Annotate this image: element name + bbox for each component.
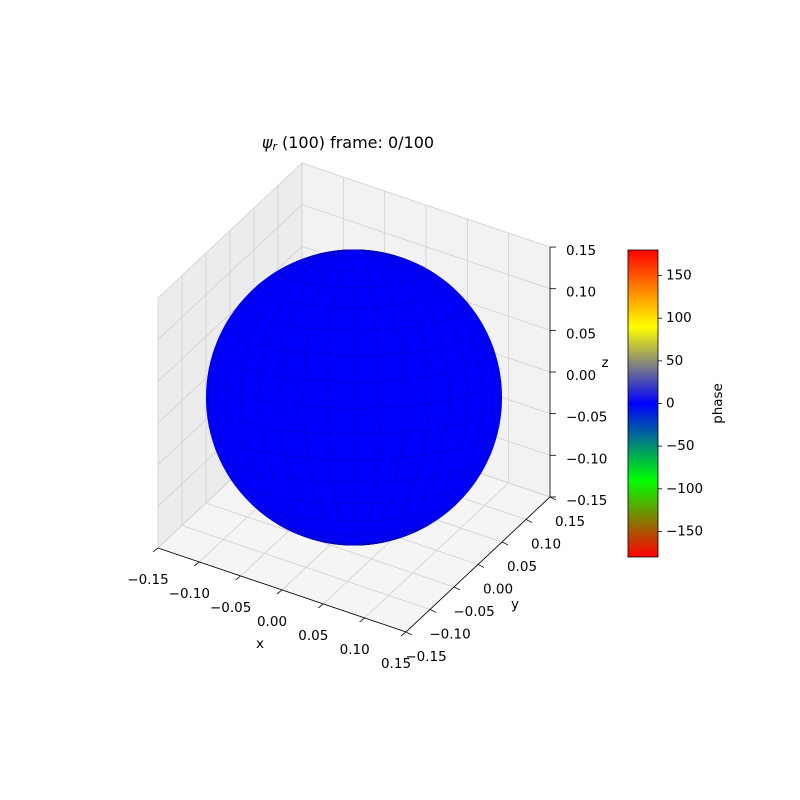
z-tick-label: 0.00 <box>566 368 596 384</box>
axis-line <box>405 496 551 633</box>
mesh-parallel <box>214 448 494 484</box>
colorbar-tick-label: −150 <box>666 523 703 539</box>
colorbar-label: phase <box>710 383 726 424</box>
tick-mark <box>400 631 407 637</box>
chart-title: ψr (100) frame: 0/100 <box>262 133 434 154</box>
grid-line <box>301 204 551 290</box>
colorbar <box>627 249 659 558</box>
colorbar-tick-label: −100 <box>666 481 703 497</box>
mesh-meridian <box>303 249 405 546</box>
x-tick-label: 0.15 <box>381 656 411 672</box>
colorbar-tick-label: 0 <box>666 396 675 412</box>
y-tick-label: 0.05 <box>507 559 537 575</box>
y-tick-label: 0.15 <box>555 514 585 530</box>
mesh-meridian <box>279 249 429 546</box>
grid-line <box>205 502 455 588</box>
tick-mark <box>453 586 461 591</box>
tick-mark <box>525 519 533 523</box>
grid-line <box>157 162 303 299</box>
y-axis-label: y <box>511 596 519 612</box>
mesh-parallel <box>327 251 381 259</box>
tick-mark <box>405 631 413 636</box>
mesh-parallel <box>279 269 429 289</box>
mesh-parallel <box>303 258 405 272</box>
tick-mark <box>549 496 557 501</box>
tick-mark <box>152 547 159 553</box>
title-subscript: r <box>272 140 278 153</box>
mesh-parallel <box>225 323 483 356</box>
tick-mark <box>501 541 509 546</box>
grid-line <box>181 525 431 610</box>
tick-mark <box>194 561 200 567</box>
mesh-meridian <box>327 249 381 546</box>
colorbar-tick-label: 100 <box>666 310 692 326</box>
x-tick-label: −0.10 <box>169 586 210 602</box>
mesh-parallel <box>207 371 501 409</box>
mesh-meridian <box>207 249 501 546</box>
tick-mark <box>235 575 241 581</box>
grid-line <box>157 204 303 340</box>
tick-mark <box>276 589 283 595</box>
mesh-meridian <box>240 249 468 546</box>
mesh-parallel <box>258 284 450 309</box>
z-tick-label: −0.10 <box>566 451 607 467</box>
x-tick-label: −0.15 <box>127 572 168 588</box>
z-tick-label: 0.10 <box>566 285 596 301</box>
grid-line <box>301 162 551 248</box>
y-tick-label: −0.15 <box>405 649 446 665</box>
z-tick-label: 0.15 <box>566 243 596 259</box>
mesh-parallel <box>207 423 501 461</box>
mesh-meridian <box>225 249 483 546</box>
mesh-parallel <box>240 492 468 522</box>
z-tick-label: −0.15 <box>566 493 607 509</box>
x-tick-label: −0.05 <box>210 600 251 616</box>
x-tick-label: 0.10 <box>340 642 370 658</box>
y-tick-label: 0.10 <box>531 536 561 552</box>
y-tick-label: 0.00 <box>483 581 513 597</box>
colorbar-tick-label: 150 <box>666 268 692 284</box>
x-tick-label: 0.05 <box>298 628 328 644</box>
title-text: (100) frame: 0/100 <box>282 133 434 152</box>
x-axis-label: x <box>256 636 264 652</box>
axis-line <box>157 547 407 633</box>
mesh-parallel <box>225 471 483 504</box>
tick-mark <box>318 603 324 609</box>
mesh-meridian <box>258 249 450 546</box>
z-tick-label: 0.05 <box>566 326 596 342</box>
mesh-meridian <box>214 249 494 546</box>
tick-mark <box>477 564 485 568</box>
colorbar-tick-label: 50 <box>666 353 683 369</box>
z-axis-label: z <box>601 355 608 371</box>
grid-line <box>157 246 303 382</box>
x-tick-label: 0.00 <box>257 614 287 630</box>
sphere-mesh <box>205 249 503 546</box>
colorbar-tick-label: −50 <box>666 438 695 454</box>
z-tick-label: −0.05 <box>566 410 607 426</box>
tick-mark <box>359 617 365 623</box>
y-tick-label: −0.10 <box>429 626 470 642</box>
mesh-parallel <box>205 397 503 435</box>
mesh-parallel <box>214 346 494 382</box>
y-tick-label: −0.05 <box>453 604 494 620</box>
title-symbol: ψ <box>262 133 273 152</box>
tick-mark <box>429 609 437 613</box>
mesh-parallel <box>240 302 468 332</box>
